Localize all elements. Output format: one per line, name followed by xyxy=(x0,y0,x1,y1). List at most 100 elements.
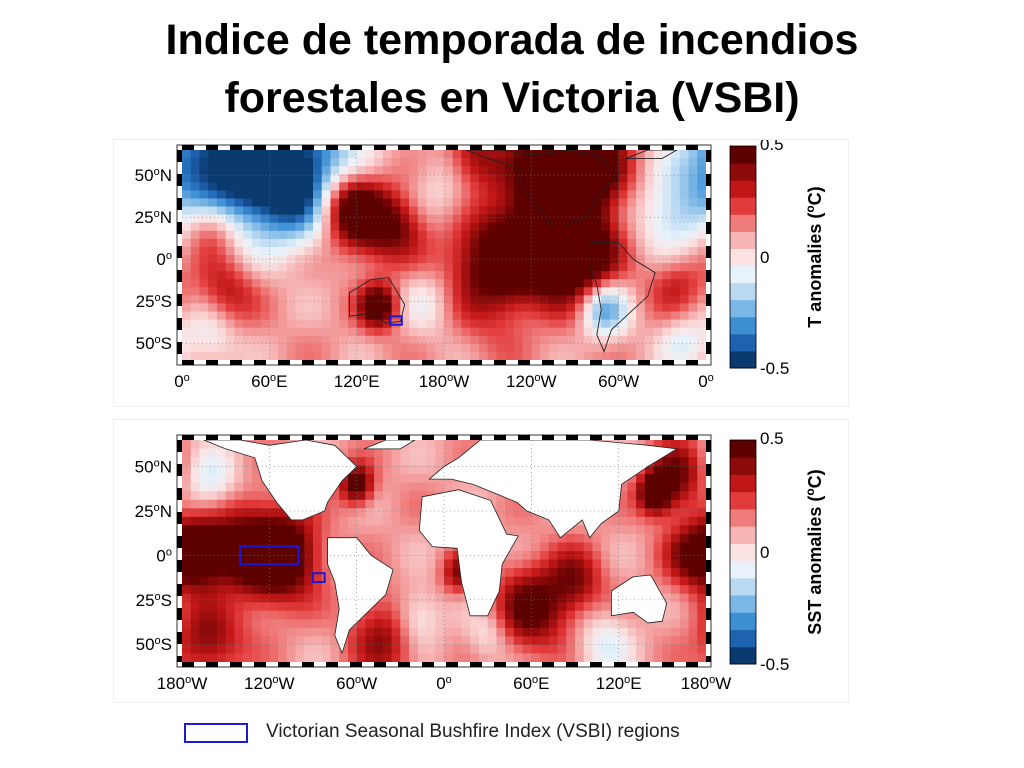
anomaly-cell xyxy=(557,238,567,248)
anomaly-cell xyxy=(225,619,235,629)
anomaly-cell xyxy=(356,287,366,296)
anomaly-cell xyxy=(225,327,235,337)
anomaly-cell xyxy=(356,533,366,544)
anomaly-cell xyxy=(199,287,209,296)
anomaly-cell xyxy=(452,263,463,272)
anomaly-cell xyxy=(653,619,663,629)
anomaly-cell xyxy=(636,206,646,216)
anomaly-cell xyxy=(199,343,209,353)
anomaly-cell xyxy=(671,214,681,224)
anomaly-cell xyxy=(400,568,410,578)
anomaly-cell xyxy=(653,525,663,535)
anomaly-cell xyxy=(583,238,594,248)
anomaly-cell xyxy=(557,303,567,313)
anomaly-cell xyxy=(644,206,655,216)
anomaly-cell xyxy=(374,150,384,159)
anomaly-cell xyxy=(313,271,323,280)
anomaly-cell xyxy=(243,653,253,663)
anomaly-cell xyxy=(243,222,253,232)
anomaly-cell xyxy=(251,190,262,200)
anomaly-cell xyxy=(435,238,445,248)
anomaly-cell xyxy=(618,263,628,272)
anomaly-cell xyxy=(409,516,419,526)
anomaly-cell xyxy=(182,533,192,544)
anomaly-cell xyxy=(461,644,471,655)
anomaly-cell xyxy=(531,255,541,264)
anomaly-cell xyxy=(426,190,436,200)
anomaly-cell xyxy=(347,271,358,280)
anomaly-cell xyxy=(426,482,436,492)
anomaly-cell xyxy=(356,230,366,240)
anomaly-cell xyxy=(208,150,218,159)
anomaly-cell xyxy=(522,516,532,526)
anomaly-cell xyxy=(444,182,454,191)
anomaly-cell xyxy=(199,198,209,208)
anomaly-cell xyxy=(636,516,646,526)
anomaly-cell xyxy=(557,653,567,663)
anomaly-cell xyxy=(234,174,244,183)
colorbar-step xyxy=(730,316,756,335)
anomaly-cell xyxy=(417,542,428,552)
anomaly-cell xyxy=(679,457,690,467)
anomaly-cell xyxy=(487,238,497,248)
anomaly-cell xyxy=(653,166,663,175)
anomaly-cell xyxy=(356,303,366,313)
anomaly-cell xyxy=(182,482,192,492)
anomaly-cell xyxy=(295,238,305,248)
anomaly-cell xyxy=(182,182,192,191)
anomaly-cell xyxy=(251,491,262,501)
anomaly-cell xyxy=(182,465,192,475)
anomaly-cell xyxy=(644,644,655,655)
anomaly-cell xyxy=(505,319,515,329)
anomaly-cell xyxy=(644,619,655,629)
anomaly-cell xyxy=(374,287,384,296)
anomaly-cell xyxy=(234,491,244,501)
anomaly-cell xyxy=(461,319,471,329)
anomaly-cell xyxy=(435,568,445,578)
anomaly-cell xyxy=(313,263,323,272)
anomaly-cell xyxy=(304,602,314,612)
anomaly-cell xyxy=(400,327,410,337)
colorbar-step xyxy=(730,595,756,613)
anomaly-cell xyxy=(618,158,628,167)
anomaly-cell xyxy=(190,653,201,663)
anomaly-cell xyxy=(208,551,218,561)
anomaly-cell xyxy=(688,246,698,256)
anomaly-cell xyxy=(321,271,332,280)
anomaly-cell xyxy=(321,222,332,232)
anomaly-cell xyxy=(671,238,681,248)
anomaly-cell xyxy=(286,610,297,620)
anomaly-cell xyxy=(601,593,611,603)
anomaly-cell xyxy=(575,198,585,208)
anomaly-cell xyxy=(190,319,201,329)
anomaly-cell xyxy=(653,319,663,329)
anomaly-cell xyxy=(671,457,681,467)
anomaly-cell xyxy=(295,644,305,655)
anomaly-cell xyxy=(557,610,567,620)
anomaly-cell xyxy=(601,559,611,569)
anomaly-cell xyxy=(313,644,323,655)
anomaly-cell xyxy=(662,214,672,224)
anomaly-cell xyxy=(478,491,489,501)
anomaly-cell xyxy=(522,653,532,663)
anomaly-cell xyxy=(505,230,515,240)
anomaly-cell xyxy=(697,525,707,535)
anomaly-cell xyxy=(461,295,471,305)
anomaly-cell xyxy=(557,246,567,256)
anomaly-cell xyxy=(243,238,253,248)
anomaly-cell xyxy=(575,166,585,175)
anomaly-cell xyxy=(304,166,314,175)
anomaly-cell xyxy=(269,636,279,646)
anomaly-cell xyxy=(409,246,419,256)
anomaly-cell xyxy=(269,166,279,175)
anomaly-cell xyxy=(522,343,532,353)
anomaly-cell xyxy=(269,238,279,248)
anomaly-cell xyxy=(627,246,637,256)
anomaly-cell xyxy=(382,246,393,256)
anomaly-cell xyxy=(374,319,384,329)
anomaly-cell xyxy=(697,636,707,646)
anomaly-cell xyxy=(688,644,698,655)
anomaly-cell xyxy=(575,602,585,612)
anomaly-cell xyxy=(548,150,559,159)
anomaly-cell xyxy=(609,287,620,296)
